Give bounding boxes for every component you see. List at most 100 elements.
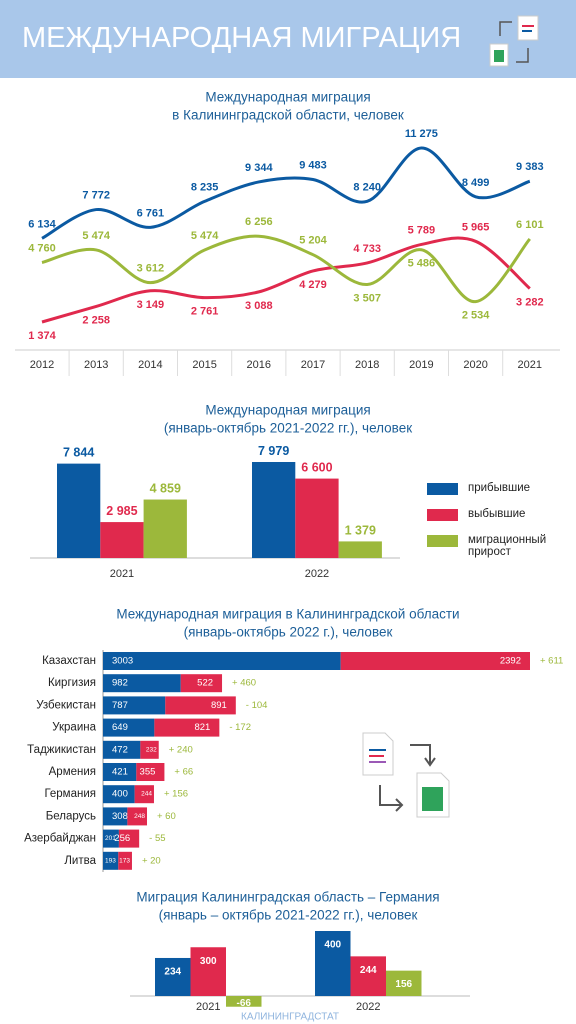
x-tick-label: 2022 — [356, 1001, 380, 1013]
annotation: + 611 — [540, 656, 563, 667]
data-label: 982 — [112, 678, 128, 689]
chart-title: Международная миграция в Калининградской… — [116, 607, 459, 622]
annotation: + 60 — [157, 811, 176, 822]
data-label: 6 600 — [301, 461, 332, 475]
chart-title: Международная миграция — [205, 403, 370, 418]
line — [41, 146, 531, 240]
data-label: 3 507 — [353, 293, 381, 305]
data-label: 3 088 — [245, 300, 273, 312]
x-tick-label: 2021 — [110, 568, 134, 580]
bar — [252, 462, 296, 558]
data-label: 2392 — [500, 656, 521, 667]
data-label: 522 — [197, 678, 213, 689]
bar — [295, 478, 339, 558]
data-label: 355 — [140, 767, 156, 778]
bar-segment — [165, 696, 236, 715]
line — [41, 236, 531, 324]
data-label: 4 279 — [299, 279, 327, 291]
data-label: 5 965 — [462, 221, 490, 233]
bar-segment — [103, 674, 181, 693]
x-tick-label: 2020 — [463, 359, 487, 371]
header-icon — [489, 15, 539, 67]
bar — [155, 957, 191, 996]
y-tick-label: Германия — [44, 788, 96, 800]
docs-icon — [362, 732, 450, 818]
chart-title: (январь – октябрь 2021-2022 гг.), челове… — [159, 908, 418, 923]
data-label: 6 256 — [245, 216, 273, 228]
y-tick-label: Киргизия — [48, 677, 96, 689]
data-label: 5 486 — [408, 258, 436, 270]
annotation: - 172 — [229, 722, 251, 733]
data-label: 7 979 — [258, 444, 289, 458]
bar — [315, 931, 351, 996]
bar — [57, 463, 101, 558]
data-label: 7 772 — [82, 190, 110, 202]
legend-label: выбывшие — [468, 508, 526, 520]
data-label: 472 — [112, 744, 128, 755]
data-label: 173 — [119, 857, 130, 864]
bar — [190, 947, 226, 996]
bar-segment — [118, 851, 132, 870]
data-label: 9 483 — [299, 159, 327, 171]
data-label: 5 789 — [408, 224, 436, 236]
annotation: + 66 — [174, 767, 193, 778]
data-label: 3 282 — [516, 296, 544, 308]
bar-segment — [127, 807, 148, 826]
legend-label: миграционный прирост — [468, 534, 547, 558]
y-tick-label: Таджикистан — [27, 744, 96, 756]
annotation: - 55 — [149, 833, 165, 844]
data-label: 4 760 — [28, 242, 56, 254]
annotation: + 156 — [164, 789, 188, 800]
bar-segment — [118, 829, 140, 848]
bar-segment — [103, 851, 119, 870]
bar-segment — [103, 696, 166, 715]
data-label: 2 985 — [106, 504, 137, 518]
bar-segment — [103, 718, 155, 737]
bar-segment — [134, 785, 154, 804]
data-label: 3 612 — [137, 263, 165, 275]
chart-title: (январь-октябрь 2022 г.), человек — [184, 625, 393, 640]
data-label: 156 — [395, 979, 412, 990]
data-label: 2 761 — [191, 306, 219, 318]
data-label: 8 240 — [353, 181, 381, 193]
y-tick-label: Узбекистан — [36, 699, 96, 711]
chart-title: в Калининградской области, человек — [172, 108, 404, 123]
bar-segment — [103, 763, 137, 781]
x-tick-label: 2016 — [247, 359, 271, 371]
annotation: - 104 — [246, 700, 268, 711]
annotation: + 20 — [142, 855, 161, 866]
data-label: 193 — [105, 857, 116, 864]
line — [41, 234, 531, 304]
x-tick-label: 2019 — [409, 359, 433, 371]
data-label: 4 859 — [150, 482, 181, 496]
bar-segment — [103, 652, 341, 670]
data-label: 400 — [112, 789, 128, 800]
data-label: 649 — [112, 722, 128, 733]
legend-item: выбывшие — [468, 508, 526, 520]
data-label: 9 344 — [245, 162, 273, 174]
data-label: 6 101 — [516, 219, 544, 231]
bar — [100, 522, 144, 558]
data-label: 3003 — [112, 656, 133, 667]
bar-segment — [340, 652, 530, 670]
data-label: -66 — [237, 998, 252, 1009]
data-label: 6 761 — [137, 207, 165, 219]
data-label: 308 — [112, 811, 128, 822]
bar-segment — [180, 674, 223, 693]
data-label: 11 275 — [405, 128, 438, 140]
bar — [350, 956, 386, 996]
source: КАЛИНИНГРАДСТАТ — [241, 1012, 339, 1023]
bar-segment — [136, 763, 165, 781]
x-tick-label: 2012 — [30, 359, 54, 371]
x-tick-label: 2015 — [192, 359, 216, 371]
data-label: 3 149 — [137, 299, 165, 311]
x-tick-label: 2021 — [518, 359, 542, 371]
data-label: 787 — [112, 700, 128, 711]
data-label: 9 383 — [516, 161, 544, 173]
data-label: 5 474 — [191, 230, 219, 242]
bar-segment — [103, 785, 135, 804]
annotation: + 240 — [169, 744, 193, 755]
data-label: 5 204 — [299, 235, 327, 247]
data-label: 244 — [360, 965, 377, 976]
